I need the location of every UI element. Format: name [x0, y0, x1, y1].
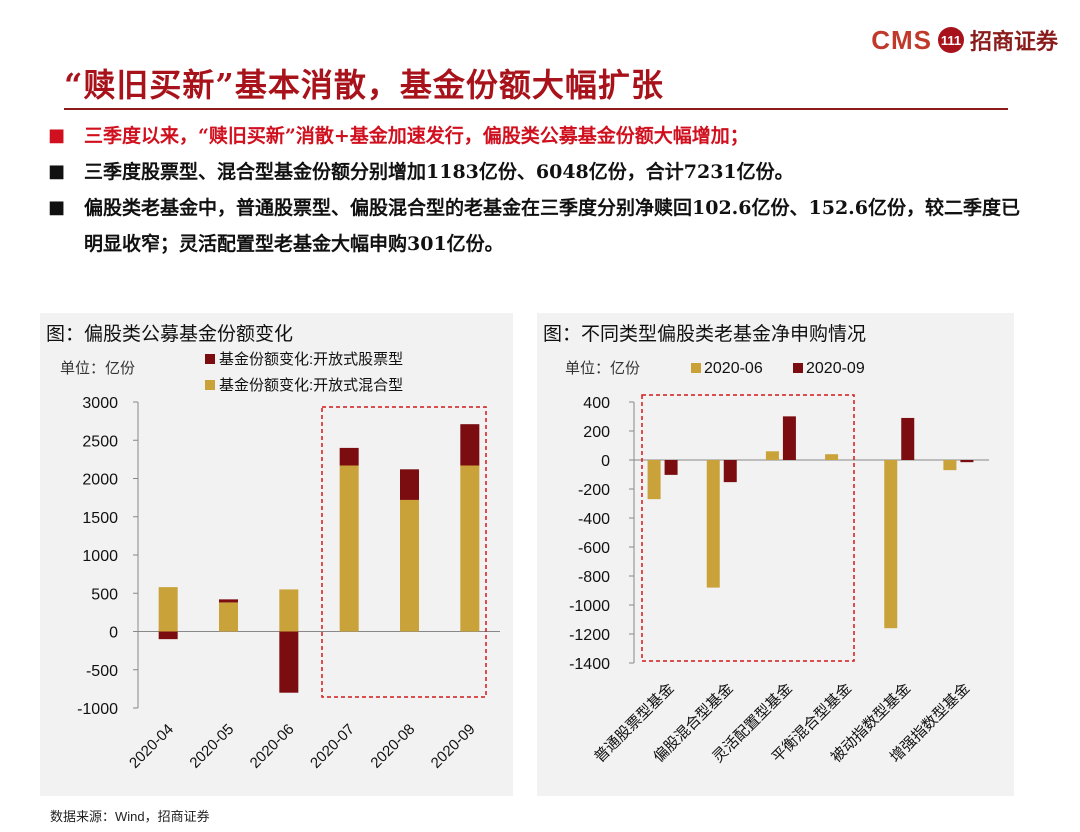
left-chart-unit: 单位：亿份	[60, 359, 136, 377]
bullet-text-3: 偏股类老基金中，普通股票型、偏股混合型的老基金在三季度分别净赎回102.6亿份、…	[84, 197, 1020, 255]
left-y-tick-label: 0	[109, 625, 118, 642]
right-bar-2020-06	[706, 460, 720, 588]
right-y-tick-label: -1000	[569, 598, 610, 615]
bullet-text-2: 三季度股票型、混合型基金份额分别增加1183亿份、6048亿份，合计7231亿份…	[84, 161, 794, 183]
left-bar-mixed	[158, 587, 178, 632]
bullet-text-1: 三季度以来，“赎旧买新”消散+基金加速发行，偏股类公募基金份额大幅增加；	[84, 125, 749, 147]
right-y-tick-label: -200	[578, 482, 610, 499]
bullet-item-3: ■ 偏股类老基金中，普通股票型、偏股混合型的老基金在三季度分别净赎回102.6亿…	[48, 190, 1038, 262]
right-legend-label: 2020-06	[704, 360, 763, 377]
right-bar-2020-09	[723, 460, 737, 483]
right-bar-2020-06	[765, 451, 779, 460]
logo-cn-text: 招商证券	[969, 29, 1058, 55]
left-y-tick-label: 2500	[82, 433, 118, 450]
left-bar-mixed	[219, 602, 238, 632]
right-bar-2020-09	[901, 417, 915, 460]
right-bar-2020-09	[664, 460, 678, 475]
left-bar-mixed	[400, 499, 419, 632]
left-y-tick-label: -500	[86, 663, 118, 680]
left-x-tick-label: 2020-07	[307, 721, 358, 772]
right-legend-swatch	[793, 363, 803, 373]
left-x-tick-label: 2020-06	[247, 721, 298, 772]
bullet-marker-2: ■	[48, 161, 66, 182]
right-bar-2020-09	[960, 460, 974, 463]
right-bar-2020-06	[647, 460, 661, 500]
right-chart-unit: 单位：亿份	[565, 359, 641, 377]
right-legend-label: 2020-09	[806, 360, 865, 377]
bullet-marker-1: ■	[48, 125, 66, 146]
left-y-tick-label: 2000	[82, 472, 118, 489]
left-bar-mixed	[460, 465, 480, 632]
logo-text: CMS	[871, 24, 932, 55]
right-bar-chart: -1400-1200-1000-800-600-400-2000200400普通…	[569, 360, 989, 766]
left-x-tick-label: 2020-04	[126, 721, 177, 772]
left-chart-title: 图：偏股类公募基金份额变化	[46, 324, 294, 345]
left-bar-stock	[400, 469, 419, 500]
title-divider	[64, 108, 1008, 110]
left-y-tick-label: -1000	[77, 701, 118, 718]
bullet-list: ■ 三季度以来，“赎旧买新”消散+基金加速发行，偏股类公募基金份额大幅增加； ■…	[48, 118, 1038, 262]
right-y-tick-label: -600	[578, 540, 610, 557]
right-legend-swatch	[691, 363, 701, 373]
left-bar-chart: -1000 -500 0 500 1000 1500 2000 2500 3000 2020-04…	[77, 351, 500, 772]
left-bar-stock	[219, 599, 238, 603]
left-chart-panel: 图：偏股类公募基金份额变化 单位：亿份 -1000 -500 0 500 1000 150…	[40, 313, 513, 796]
left-y-tick-label: 1500	[82, 510, 118, 527]
right-y-tick-label: -800	[578, 569, 610, 586]
logo-badge-icon: 111	[937, 27, 964, 53]
page-title: “赎旧买新”基本消散，基金份额大幅扩张	[64, 66, 664, 104]
left-x-tick-label: 2020-08	[367, 721, 418, 772]
right-y-tick-label: 400	[583, 395, 610, 412]
bullet-item-1: ■ 三季度以来，“赎旧买新”消散+基金加速发行，偏股类公募基金份额大幅增加；	[48, 118, 1038, 154]
bullet-item-2: ■ 三季度股票型、混合型基金份额分别增加1183亿份、6048亿份，合计7231…	[48, 154, 1038, 190]
left-bar-stock	[279, 631, 299, 693]
left-legend-label: 基金份额变化:开放式股票型	[219, 351, 403, 368]
left-bar-stock	[339, 447, 359, 466]
left-bar-mixed	[339, 465, 359, 632]
right-chart-title: 图：不同类型偏股类老基金净申购情况	[543, 324, 867, 345]
left-x-tick-label: 2020-05	[186, 721, 237, 772]
left-y-tick-label: 3000	[82, 395, 118, 412]
right-bar-2020-06	[943, 460, 957, 471]
right-y-tick-label: 0	[601, 453, 610, 470]
right-bar-2020-09	[782, 416, 796, 460]
left-legend-swatch	[205, 380, 215, 390]
brand-logo: CMS 111 招商证券	[871, 24, 1058, 56]
right-bar-2020-06	[825, 454, 839, 460]
left-y-tick-label: 500	[91, 586, 118, 603]
left-highlight-box	[321, 406, 487, 698]
left-bar-stock	[158, 631, 178, 640]
left-legend-swatch	[205, 354, 215, 364]
right-y-tick-label: -1400	[569, 656, 610, 673]
left-bar-stock	[460, 424, 480, 466]
right-bar-2020-06	[884, 460, 898, 629]
right-y-tick-label: -1200	[569, 627, 610, 644]
right-y-tick-label: -400	[578, 511, 610, 528]
right-chart-panel: 图：不同类型偏股类老基金净申购情况 单位：亿份 -1400 -1200 -1000 -…	[537, 313, 1014, 796]
left-y-tick-label: 1000	[82, 548, 118, 565]
bullet-marker-3: ■	[48, 197, 66, 218]
left-x-tick-label: 2020-09	[428, 721, 479, 772]
left-bar-mixed	[279, 589, 299, 632]
right-highlight-box	[641, 394, 855, 662]
data-source: 数据来源：Wind，招商证券	[50, 809, 210, 824]
left-legend-label: 基金份额变化:开放式混合型	[219, 377, 403, 394]
right-y-tick-label: 200	[583, 424, 610, 441]
